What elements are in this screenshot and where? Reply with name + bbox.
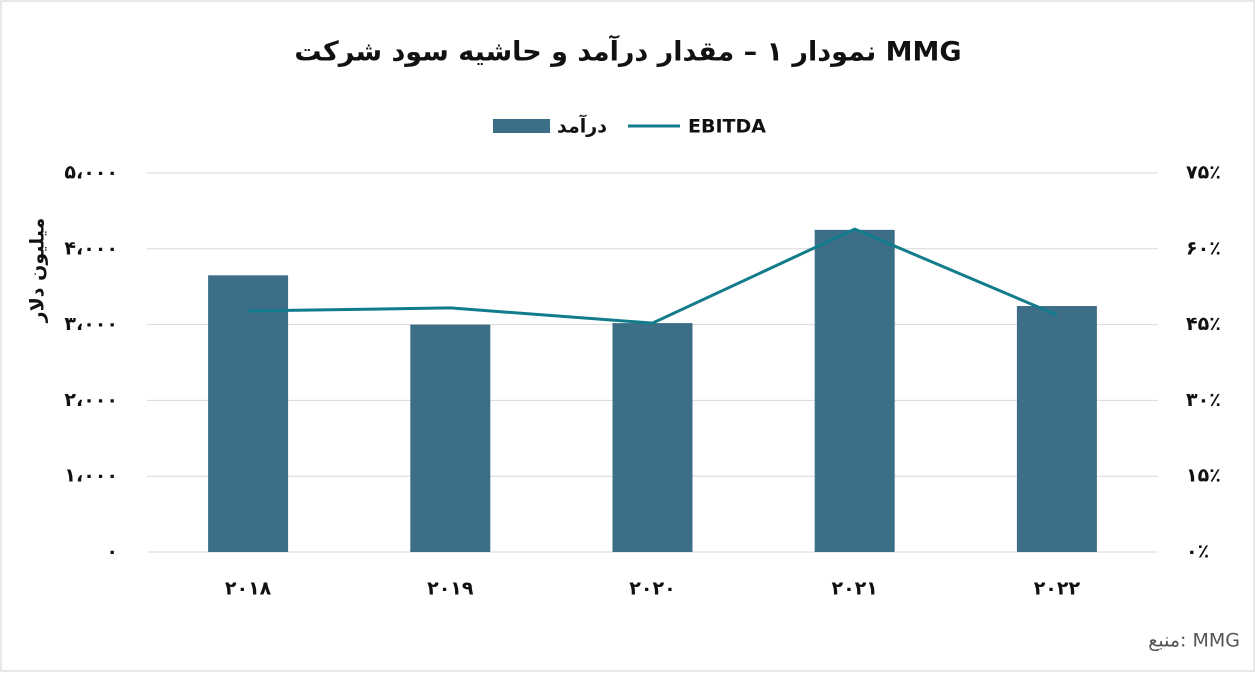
- bar: [814, 229, 895, 552]
- y-tick-label: ۰: [106, 541, 118, 563]
- legend-label: EBITDA: [688, 116, 766, 138]
- legend-swatch: [493, 119, 550, 133]
- y-tick-label: ۴،۰۰۰: [64, 237, 118, 259]
- bar: [612, 323, 693, 552]
- y2-tick-label: ۱۵٪: [1186, 465, 1221, 487]
- legend-label: درآمد: [557, 114, 607, 138]
- y2-tick-label: ۰٪: [1186, 541, 1209, 563]
- bar: [1016, 306, 1097, 552]
- bar: [208, 275, 289, 552]
- y2-tick-label: ۴۵٪: [1186, 313, 1221, 335]
- chart-title: نمودار ۱ – مقدار درآمد و حاشیه سود شرکت …: [294, 35, 961, 68]
- source: منبع: MMG: [1148, 630, 1240, 652]
- y-tick-label: ۵،۰۰۰: [64, 162, 118, 184]
- bar: [410, 324, 491, 552]
- y2-tick-label: ۷۵٪: [1186, 162, 1221, 184]
- y-tick-label: ۳،۰۰۰: [64, 313, 118, 335]
- x-tick-label: ۲۰۲۰: [629, 578, 675, 600]
- x-tick-label: ۲۰۲۲: [1034, 578, 1081, 600]
- y-tick-label: ۲،۰۰۰: [64, 389, 118, 411]
- y-tick-label: ۱،۰۰۰: [64, 465, 118, 487]
- line: [248, 227, 1058, 325]
- x-tick-label: ۲۰۱۹: [427, 578, 474, 600]
- y2-tick-label: ۳۰٪: [1186, 389, 1221, 411]
- y2-tick-label: ۶۰٪: [1186, 237, 1221, 259]
- y-axis-label: میلیون دلار: [27, 218, 49, 324]
- x-tick-label: ۲۰۱۸: [225, 578, 272, 600]
- x-tick-label: ۲۰۲۱: [832, 578, 878, 600]
